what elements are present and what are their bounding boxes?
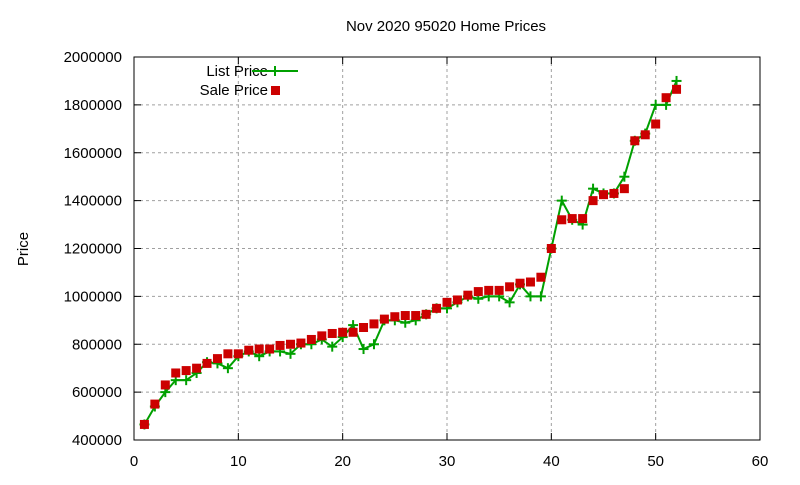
sale-price-point	[306, 334, 316, 344]
sale-price-point	[557, 215, 567, 225]
sale-price-point	[609, 188, 619, 198]
sale-price-point	[630, 136, 640, 146]
sale-price-point	[578, 214, 588, 224]
legend-marker-sale-price	[271, 86, 280, 95]
sale-price-point	[432, 303, 442, 313]
sale-price-point	[265, 344, 275, 354]
sale-price-point	[223, 349, 233, 359]
sale-price-point	[317, 331, 327, 341]
legend-marker-list-price	[270, 66, 280, 76]
sale-price-point	[379, 314, 389, 324]
list-price-point	[619, 171, 630, 182]
sale-price-point	[661, 93, 671, 103]
legend-label-list-price: List Price	[206, 63, 268, 80]
x-tick-label: 40	[543, 453, 560, 470]
sale-price-point	[244, 345, 254, 355]
list-price-line	[143, 80, 678, 425]
sale-price-point	[212, 354, 222, 364]
list-price-point	[535, 291, 546, 302]
legend: List Price Sale Price	[200, 63, 298, 99]
chart-title: Nov 2020 95020 Home Prices	[346, 18, 546, 35]
legend-label-sale-price: Sale Price	[200, 82, 268, 99]
sale-price-point	[640, 130, 650, 140]
list-price-point	[671, 75, 682, 86]
y-tick-label: 400000	[72, 432, 122, 449]
sale-price-point	[400, 311, 410, 321]
sale-price-point	[369, 319, 379, 329]
sale-price-point	[411, 311, 421, 321]
sale-price-point	[171, 368, 181, 378]
sale-price-point	[275, 340, 285, 350]
sale-price-point	[296, 338, 306, 348]
sale-price-point	[286, 339, 295, 349]
sale-price-point	[348, 327, 358, 337]
list-price-point	[368, 339, 379, 350]
list-price-point	[504, 297, 515, 308]
y-axis-label: Price	[15, 232, 32, 266]
grid	[134, 57, 760, 440]
sale-price-point	[202, 358, 212, 368]
y-tick-label: 1600000	[64, 145, 122, 162]
x-tick-label: 0	[130, 453, 138, 470]
list-price-point	[650, 99, 661, 110]
list-price-point	[327, 341, 338, 352]
sale-price-point	[473, 287, 483, 297]
sale-price-point	[515, 278, 525, 288]
sale-price-point	[359, 322, 369, 332]
list-price-point	[222, 363, 233, 374]
sale-price-point	[390, 312, 400, 322]
x-tick-label: 60	[752, 453, 769, 470]
list-price-point	[181, 375, 192, 386]
sale-price-point	[150, 399, 160, 409]
sale-price-point	[651, 119, 661, 129]
sale-price-point	[588, 196, 598, 206]
list-price-point	[525, 291, 536, 302]
y-tick-label: 1000000	[64, 288, 122, 305]
series-layer	[139, 75, 682, 430]
sale-price-point	[619, 184, 629, 194]
y-tick-label: 1200000	[64, 241, 122, 258]
sale-price-point	[233, 349, 243, 359]
sale-price-point	[494, 285, 504, 295]
sale-price-point	[546, 244, 556, 253]
list-price-point	[588, 183, 599, 194]
sale-price-point	[327, 328, 337, 338]
x-tick-label: 20	[334, 453, 351, 470]
sale-price-point	[525, 277, 535, 287]
sale-price-point	[338, 327, 348, 337]
sale-price-point	[484, 285, 494, 295]
sale-price-point	[505, 282, 515, 292]
sale-price-point	[254, 344, 264, 354]
y-tick-label: 600000	[72, 384, 122, 401]
axis-ticks: 0 10 20 30 40 50 60 400000 600000 800000 1000000 12…	[64, 49, 769, 470]
list-price-point	[358, 344, 369, 355]
x-tick-label: 50	[647, 453, 664, 470]
sale-price-point	[536, 272, 546, 282]
sale-price-point	[463, 290, 473, 300]
y-tick-label: 1400000	[64, 193, 122, 210]
sale-price-point	[181, 366, 191, 376]
x-tick-label: 10	[230, 453, 247, 470]
sale-price-point	[421, 309, 431, 319]
sale-price-point	[567, 214, 577, 224]
sale-price-point	[139, 419, 149, 429]
sale-price-point	[160, 380, 170, 390]
x-tick-label: 30	[439, 453, 456, 470]
y-tick-label: 1800000	[64, 97, 122, 114]
list-price-point	[556, 195, 567, 206]
list-price-point	[285, 348, 296, 359]
sale-price-point	[599, 190, 608, 200]
plot-border	[133, 56, 761, 441]
sale-price-point	[452, 295, 462, 305]
sale-price-point	[442, 297, 452, 307]
sale-price-point	[192, 363, 202, 373]
y-tick-label: 800000	[72, 336, 122, 353]
y-tick-label: 2000000	[64, 49, 122, 66]
sale-price-point	[672, 84, 682, 94]
